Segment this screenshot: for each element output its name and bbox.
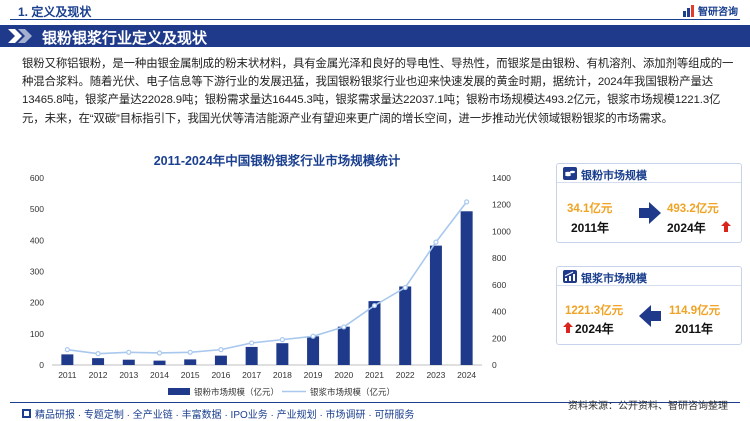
card-start-year: 2011年 — [675, 322, 714, 336]
line-series — [67, 201, 468, 355]
left-arrow-icon — [639, 305, 661, 327]
bar — [460, 211, 473, 365]
bar — [429, 245, 442, 365]
card-end-year: 2024年 — [667, 221, 706, 235]
x-axis-tick: 2013 — [119, 370, 138, 380]
bar — [214, 355, 227, 365]
left-axis-tick: 100 — [30, 329, 44, 339]
right-axis-tick: 600 — [492, 280, 506, 290]
line-point — [218, 347, 224, 353]
bar — [276, 343, 289, 365]
footer-services: 精品研报 · 专题定制 · 全产业链 · 丰富数据 · IPO业务 · 产业规划… — [22, 406, 414, 421]
bar — [92, 358, 105, 365]
chart-title: 2011-2024年中国银粉银浆行业市场规模统计 — [153, 154, 401, 168]
x-axis-tick: 2022 — [396, 370, 415, 380]
legend-bar-swatch — [168, 388, 190, 395]
bar — [122, 359, 135, 365]
brand-name: 智研咨询 — [698, 7, 738, 18]
line-point — [64, 347, 70, 353]
bar — [337, 326, 350, 365]
line-point — [126, 349, 132, 355]
line-point — [341, 324, 347, 330]
right-axis-tick: 1200 — [492, 200, 511, 210]
card-header: 银粉市场规模 — [557, 164, 741, 183]
intro-paragraph: 银粉又称铝银粉，是一种由银金属制成的粉末状材料，具有金属光泽和良好的导电性、导热… — [22, 58, 734, 125]
card-start-value: 34.1亿元 — [567, 203, 613, 215]
line-point — [402, 284, 408, 291]
up-arrow-icon — [563, 322, 573, 333]
line-point — [95, 351, 101, 357]
chevrons-icon — [8, 29, 32, 43]
banner-title: 银粉银浆行业定义及现状 — [42, 30, 208, 47]
bar — [399, 286, 412, 365]
coins-icon — [563, 167, 577, 180]
x-axis-tick: 2019 — [304, 370, 323, 380]
x-axis-tick: 2016 — [211, 370, 230, 380]
market-size-chart: 0 100 200 300 400 500 600 0 200 400 600 800 1000 1200… — [30, 173, 511, 397]
bar — [307, 336, 320, 365]
card-title: 银浆市场规模 — [581, 273, 647, 285]
growth-chart-icon — [563, 270, 577, 283]
line-point — [249, 340, 255, 346]
up-arrow-icon — [721, 221, 731, 232]
x-axis-tick: 2024 — [457, 370, 476, 380]
left-axis-tick: 500 — [30, 204, 44, 214]
left-axis-tick: 600 — [30, 173, 44, 183]
x-axis-tick: 2012 — [89, 370, 108, 380]
bar — [245, 346, 258, 365]
bar — [184, 359, 197, 365]
card-start-value: 114.9亿元 — [669, 305, 721, 317]
footer-services-text: 精品研报 · 专题定制 · 全产业链 · 丰富数据 · IPO业务 · 产业规划… — [35, 410, 415, 421]
legend-bar-label: 银粉市场规模（亿元） — [194, 387, 279, 397]
card-end-value: 493.2亿元 — [667, 203, 719, 215]
title-banner: 银粉银浆行业定义及现状 — [0, 25, 750, 47]
top-divider — [10, 19, 740, 20]
bar — [61, 354, 74, 365]
brand: 智研咨询 — [683, 3, 738, 18]
left-axis-tick: 300 — [30, 267, 44, 277]
right-axis-tick: 0 — [492, 360, 497, 370]
zhiyan-logo-icon — [683, 4, 694, 17]
x-axis-tick: 2017 — [242, 370, 261, 380]
section-title: 1. 定义及现状 — [18, 5, 92, 19]
bar — [153, 360, 166, 365]
x-axis-tick: 2015 — [181, 370, 200, 380]
line-point — [310, 333, 316, 339]
right-axis-tick: 1400 — [492, 173, 511, 183]
silver-paste-card: 银浆市场规模 1221.3亿元 2024年 114.9亿元 2011年 — [556, 266, 742, 345]
x-axis-tick: 2014 — [150, 370, 169, 380]
right-axis-tick: 400 — [492, 307, 506, 317]
card-header: 银浆市场规模 — [557, 267, 741, 286]
top-bar: 1. 定义及现状 智研咨询 — [0, 0, 750, 24]
line-point — [433, 239, 439, 245]
x-axis-tick: 2023 — [426, 370, 445, 380]
line-point — [371, 302, 378, 309]
left-axis-tick: 400 — [30, 235, 44, 245]
left-axis-tick: 200 — [30, 298, 44, 308]
line-point — [464, 199, 470, 205]
card-end-value: 1221.3亿元 — [565, 305, 624, 317]
zhiyan-square-icon — [22, 409, 31, 418]
silver-powder-card: 银粉市场规模 34.1亿元 2011年 493.2亿元 2024年 — [556, 163, 742, 243]
x-axis-tick: 2021 — [365, 370, 384, 380]
line-point — [156, 350, 163, 356]
card-title: 银粉市场规模 — [581, 170, 647, 182]
x-axis-tick: 2020 — [334, 370, 353, 380]
line-point — [279, 337, 285, 343]
footer-divider — [10, 402, 740, 403]
right-axis-tick: 1000 — [492, 226, 511, 236]
line-point — [187, 349, 193, 355]
card-start-year: 2011年 — [571, 221, 610, 235]
bar — [368, 301, 381, 365]
right-axis-tick: 200 — [492, 333, 506, 343]
source-note: 资料来源：公开资料、智研咨询整理 — [568, 401, 728, 412]
right-axis-tick: 800 — [492, 253, 506, 263]
x-axis-tick: 2011 — [58, 370, 77, 380]
x-axis-tick: 2018 — [273, 370, 292, 380]
card-end-year: 2024年 — [575, 322, 614, 336]
left-axis-tick: 0 — [39, 360, 44, 370]
legend-line-label: 银浆市场规模（亿元） — [310, 387, 395, 397]
right-arrow-icon — [639, 202, 661, 224]
